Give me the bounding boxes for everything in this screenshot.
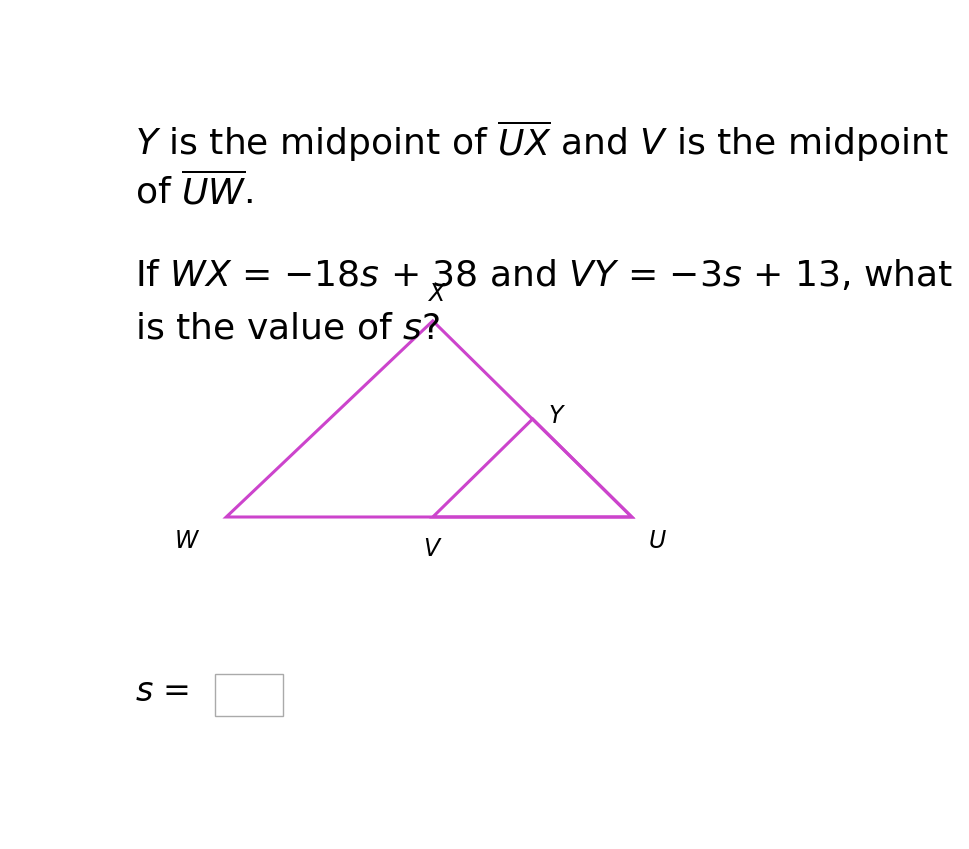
Text: $\it{Y}$: $\it{Y}$ xyxy=(547,403,566,428)
Text: $\it{Y}$ is the midpoint of $\overline{UX}$ and $\it{V}$ is the midpoint: $\it{Y}$ is the midpoint of $\overline{U… xyxy=(135,118,949,164)
Bar xyxy=(215,674,283,717)
Text: $\it{X}$: $\it{X}$ xyxy=(426,283,447,306)
Text: of $\overline{UW}$.: of $\overline{UW}$. xyxy=(135,171,253,211)
Text: $\it{s}$ =: $\it{s}$ = xyxy=(135,675,189,708)
Text: $\it{W}$: $\it{W}$ xyxy=(173,529,200,553)
Text: If $\it{WX}$ = $-$18$\it{s}$ + 38 and $\it{VY}$ = $-$3$\it{s}$ + 13, what: If $\it{WX}$ = $-$18$\it{s}$ + 38 and $\… xyxy=(135,258,953,293)
Text: is the value of $\it{s}$?: is the value of $\it{s}$? xyxy=(135,312,440,346)
Text: $\it{V}$: $\it{V}$ xyxy=(423,537,443,560)
Text: $\it{U}$: $\it{U}$ xyxy=(648,529,667,553)
